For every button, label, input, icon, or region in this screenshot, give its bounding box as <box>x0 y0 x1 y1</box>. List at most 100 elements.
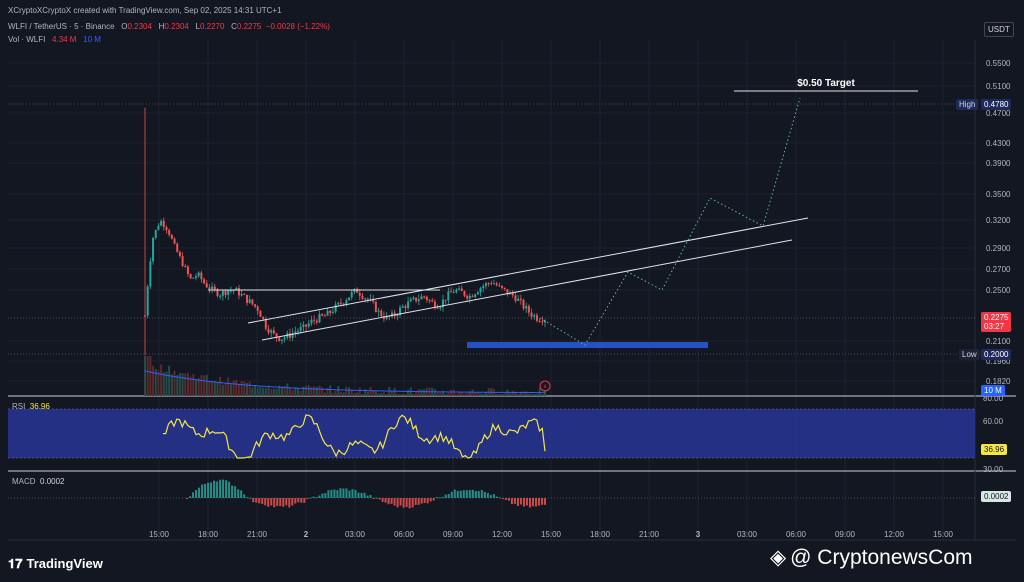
macd-bar <box>474 490 477 498</box>
last-price-value: 0.2275 <box>984 313 1009 322</box>
macd-bar <box>441 496 444 498</box>
candle-body <box>251 299 254 305</box>
time-tick-label: 21:00 <box>247 530 268 539</box>
candle-body <box>321 313 324 316</box>
macd-bar <box>471 489 474 498</box>
volume-bar <box>229 384 232 396</box>
macd-bar <box>285 498 288 506</box>
candle-body <box>482 285 485 289</box>
time-tick-label: 12:00 <box>492 530 513 539</box>
candle-body <box>272 330 275 334</box>
volume-bar <box>302 386 305 396</box>
projection-path[interactable] <box>539 97 801 346</box>
volume-bar <box>313 386 316 396</box>
tradingview-brand: TradingView <box>26 556 103 571</box>
volume-bar <box>237 384 240 396</box>
candle-body <box>428 300 431 302</box>
currency-button[interactable]: USDT <box>984 22 1014 37</box>
volume-bar <box>275 388 278 396</box>
macd-bar <box>405 498 408 508</box>
channel-upper-line[interactable] <box>247 217 809 324</box>
volume-bar <box>415 391 418 396</box>
macd-bar <box>513 498 516 504</box>
volume-ma-line <box>144 370 546 394</box>
lightning-glyph: ⚡ <box>543 383 548 391</box>
candle-body <box>318 313 321 323</box>
rsi-line <box>162 414 546 459</box>
volume-bar <box>144 356 146 396</box>
macd-bar <box>420 498 423 504</box>
macd-bar <box>198 487 201 498</box>
candle-body <box>280 339 283 341</box>
macd-bar <box>450 491 453 498</box>
volume-bar <box>146 356 149 396</box>
volume-bar <box>517 394 520 396</box>
volume-ma-value: 10 M <box>83 35 101 44</box>
volume-bar <box>353 393 356 396</box>
volume-bar <box>350 389 353 396</box>
macd-bar <box>216 481 219 498</box>
high-tag-label: High <box>959 100 976 109</box>
candle-body <box>385 315 388 319</box>
volume-bar <box>538 388 541 396</box>
volume-bar <box>264 388 267 396</box>
time-tick-label: 2 <box>304 530 309 539</box>
price-tick-label: 0.4300 <box>986 139 1011 148</box>
volume-bar <box>364 389 367 396</box>
macd-bar <box>246 497 249 499</box>
macd-bar <box>432 498 435 501</box>
macd-bar <box>375 497 378 499</box>
candle-body <box>431 300 434 302</box>
macd-bar <box>387 498 390 505</box>
volume-bar <box>200 375 203 396</box>
candle-body <box>149 261 152 287</box>
last-price-pill: 0.2275 03:27 <box>981 312 1012 332</box>
event-lightning-icon[interactable] <box>539 380 551 392</box>
price-axis[interactable]: 0.5500 0.5100 0.4700 0.4300 0.3900 0.3500 0.32… <box>986 59 1011 386</box>
candle-body <box>374 301 377 312</box>
support-zone[interactable] <box>467 342 708 348</box>
high-tag: High <box>956 99 979 110</box>
candle-body <box>511 292 514 296</box>
candle-body <box>235 287 238 291</box>
volume-bar <box>393 387 396 396</box>
macd-bar <box>411 498 414 508</box>
macd-bar <box>213 480 216 498</box>
volume-bar <box>436 392 439 396</box>
volume-bar <box>154 369 157 396</box>
macd-bar <box>381 498 384 502</box>
time-tick-label: 18:00 <box>198 530 219 539</box>
volume-bar <box>173 370 176 396</box>
symbol-text[interactable]: WLFI / TetherUS · 5 · Binance <box>8 22 115 31</box>
candle-body <box>339 302 342 304</box>
ohlc-line: WLFI / TetherUS · 5 · Binance O0.2304 H0… <box>8 22 330 31</box>
volume-bar <box>291 390 294 396</box>
time-tick-label: 03:00 <box>737 530 758 539</box>
candle-body <box>315 320 318 323</box>
macd-bar <box>336 490 339 498</box>
time-axis[interactable]: 15:00 18:00 21:00 2 03:00 06:00 09:00 12:00 15:0… <box>149 530 954 539</box>
volume-bar <box>248 381 251 396</box>
candle-body <box>176 243 179 252</box>
volume-bar <box>326 387 329 396</box>
candle-body <box>484 283 487 286</box>
grid <box>8 40 975 540</box>
macd-bar <box>330 489 333 498</box>
candle-body <box>334 304 337 312</box>
candle-body <box>208 287 211 290</box>
channel-lower-line[interactable] <box>261 239 793 341</box>
volume-bar <box>390 391 393 396</box>
candle-body <box>476 292 479 295</box>
price-tick-label: 0.2700 <box>986 265 1011 274</box>
macd-bar <box>444 494 447 498</box>
tradingview-logo[interactable]: 𝟏𝟕 TradingView <box>8 556 103 572</box>
macd-bar <box>402 498 405 508</box>
macd-bar <box>228 481 231 498</box>
macd-bar <box>264 498 267 506</box>
volume-bar <box>458 391 461 396</box>
macd-bar <box>231 485 234 498</box>
candle-body <box>538 320 541 322</box>
candle-body <box>447 291 450 301</box>
volume-pill: 10 M <box>981 385 1005 396</box>
volume-bar <box>460 392 463 396</box>
